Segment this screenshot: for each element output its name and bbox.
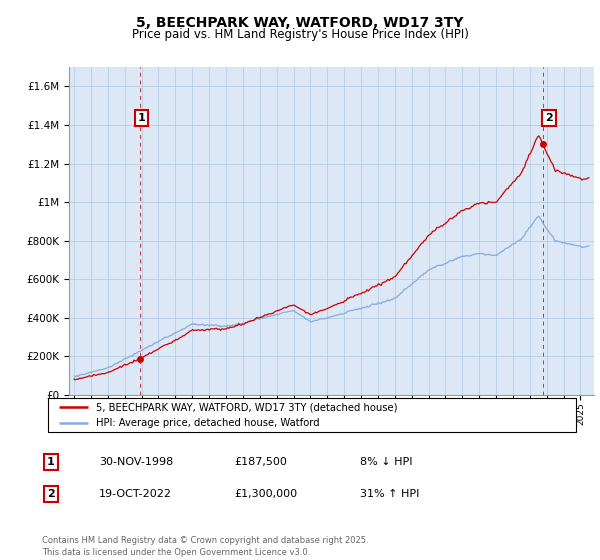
Text: £1,300,000: £1,300,000 [234, 489, 297, 499]
Text: 19-OCT-2022: 19-OCT-2022 [99, 489, 172, 499]
Text: Contains HM Land Registry data © Crown copyright and database right 2025.
This d: Contains HM Land Registry data © Crown c… [42, 536, 368, 557]
Text: 1: 1 [47, 457, 55, 467]
Text: HPI: Average price, detached house, Watford: HPI: Average price, detached house, Watf… [95, 418, 319, 428]
Text: 31% ↑ HPI: 31% ↑ HPI [360, 489, 419, 499]
Text: 30-NOV-1998: 30-NOV-1998 [99, 457, 173, 467]
Text: 5, BEECHPARK WAY, WATFORD, WD17 3TY (detached house): 5, BEECHPARK WAY, WATFORD, WD17 3TY (det… [95, 402, 397, 412]
Text: 2: 2 [545, 113, 553, 123]
Text: 5, BEECHPARK WAY, WATFORD, WD17 3TY: 5, BEECHPARK WAY, WATFORD, WD17 3TY [136, 16, 464, 30]
Text: 1: 1 [138, 113, 145, 123]
Text: £187,500: £187,500 [234, 457, 287, 467]
FancyBboxPatch shape [48, 398, 576, 432]
Text: Price paid vs. HM Land Registry's House Price Index (HPI): Price paid vs. HM Land Registry's House … [131, 28, 469, 41]
Text: 2: 2 [47, 489, 55, 499]
Text: 8% ↓ HPI: 8% ↓ HPI [360, 457, 413, 467]
